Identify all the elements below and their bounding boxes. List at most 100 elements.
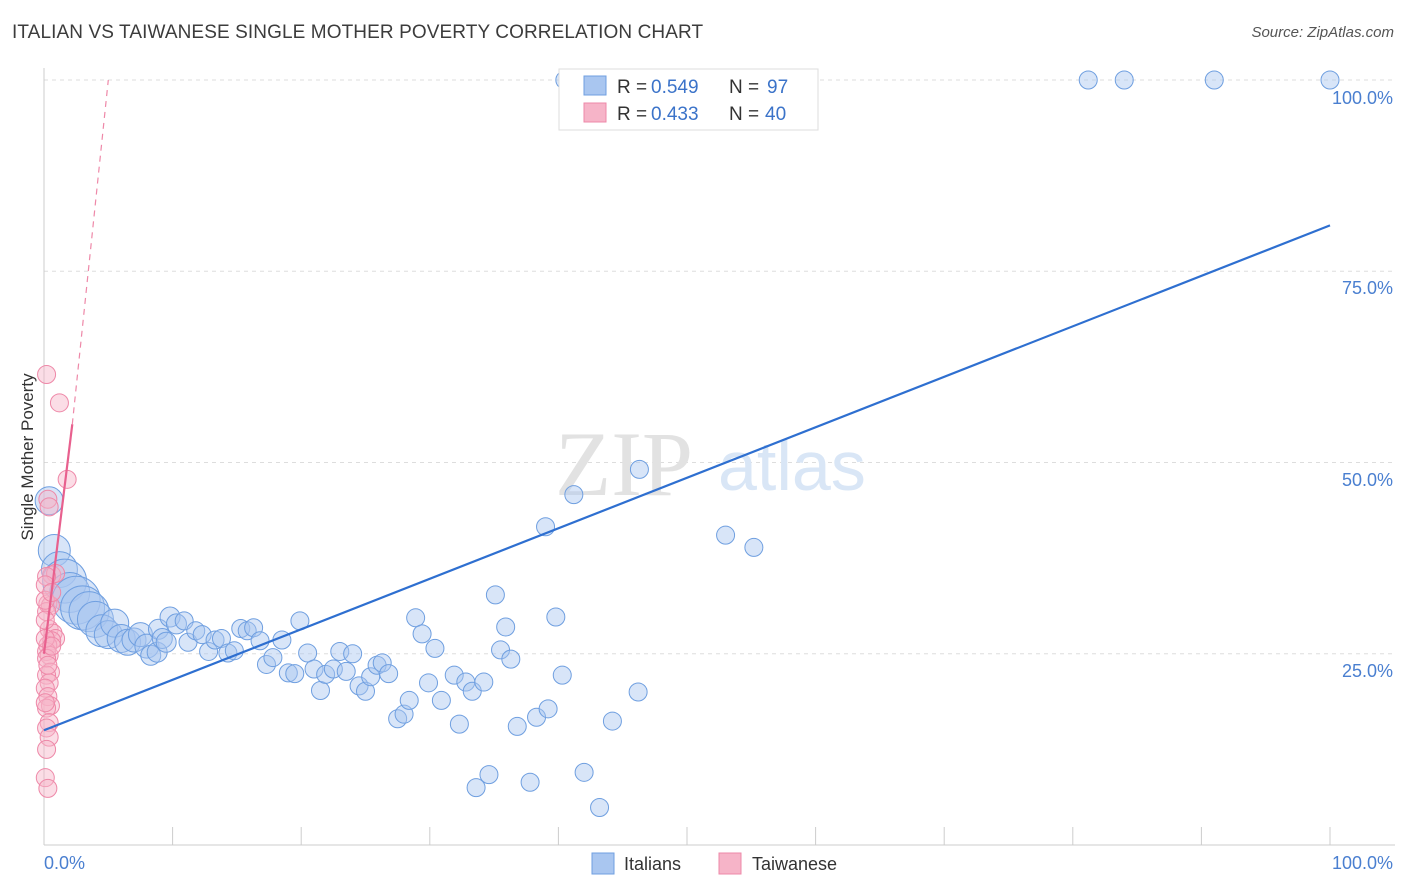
watermark-zip: ZIP [555, 413, 693, 515]
italians-point [298, 643, 318, 663]
italians-point [1078, 70, 1098, 90]
y-tick-label: 75.0% [1342, 278, 1393, 298]
taiwanese-point [38, 489, 58, 509]
italians-point [419, 673, 439, 693]
chart-title: ITALIAN VS TAIWANESE SINGLE MOTHER POVER… [12, 22, 704, 43]
bottom-legend-label-italians: Italians [624, 854, 681, 874]
legend-swatch-italians [583, 75, 607, 96]
italians-point [343, 644, 363, 664]
italians-point [507, 716, 527, 736]
italians-point [479, 765, 499, 785]
legend-r-value: 0.433 [651, 104, 699, 125]
italians-point [1204, 70, 1224, 90]
bottom-legend-swatch-taiwanese [718, 852, 742, 875]
italians-point [1320, 70, 1340, 90]
italians-point [224, 641, 244, 661]
italians-point [151, 627, 173, 649]
italians-point [444, 665, 464, 685]
italians-point [205, 630, 225, 650]
italians-point [51, 575, 101, 625]
legend-r-value: 0.549 [651, 77, 699, 98]
x-ticks [172, 827, 1331, 845]
italians-point [304, 659, 324, 679]
italians-point [496, 617, 516, 637]
italians-point [60, 585, 106, 631]
italians-point [462, 681, 482, 701]
italians-point [140, 644, 162, 666]
italians-point [564, 485, 584, 505]
italians-point [310, 680, 330, 700]
taiwanese-trend-line [42, 424, 74, 654]
italians-point [349, 676, 369, 696]
italians-point [127, 622, 153, 648]
taiwanese-point [35, 610, 55, 630]
italians-point [628, 682, 648, 702]
italians-point [412, 624, 432, 644]
italians-point [263, 648, 283, 668]
italians-point [552, 665, 572, 685]
italians-point [602, 711, 622, 731]
italians-point [520, 772, 540, 792]
taiwanese-point [49, 393, 69, 413]
legend-n-value: 40 [765, 104, 786, 125]
italians-point [716, 525, 736, 545]
italians-point [192, 625, 212, 645]
taiwanese-point [37, 365, 57, 385]
x-tick-label-min: 0.0% [44, 853, 85, 873]
y-axis-label: Single Mother Poverty [18, 373, 37, 541]
source-label: Source: ZipAtlas.com [1251, 24, 1394, 41]
italians-point [372, 653, 392, 673]
taiwanese-point [38, 655, 58, 675]
italians-point [336, 661, 356, 681]
italians-point [466, 778, 486, 798]
italians-point [501, 649, 521, 669]
legend-n-value: 97 [767, 77, 788, 98]
taiwanese-point [35, 575, 55, 595]
taiwanese-point [37, 739, 57, 759]
legend-swatch-taiwanese [583, 102, 607, 123]
taiwanese-point [37, 718, 57, 738]
italians-point [629, 459, 649, 479]
italians-point [361, 667, 381, 687]
italians-point [106, 623, 136, 653]
legend-n-label: N = [729, 104, 759, 125]
trend-lines [42, 79, 1331, 732]
italians-point [379, 664, 399, 684]
italians-point [1114, 70, 1134, 90]
italians-point [546, 607, 566, 627]
italians-point [399, 690, 419, 710]
italians-point [278, 663, 298, 683]
gridlines [44, 79, 1395, 655]
taiwanese-point [35, 693, 55, 713]
y-tick-labels: 25.0% 50.0% 75.0% 100.0% [1332, 88, 1393, 681]
italians-point [485, 585, 505, 605]
italians-point [574, 762, 594, 782]
y-tick-label: 100.0% [1332, 88, 1393, 108]
bottom-legend-label-taiwanese: Taiwanese [752, 854, 837, 874]
italians-point [211, 628, 231, 648]
bottom-legend-swatch-italians [591, 852, 615, 875]
taiwanese-point [39, 497, 59, 517]
legend-r-label: R = [617, 77, 647, 98]
italians-point [406, 608, 426, 628]
italians-point [449, 714, 469, 734]
bottom-legend: Italians Taiwanese [591, 852, 837, 875]
y-tick-label: 50.0% [1342, 470, 1393, 490]
italians-point [425, 638, 445, 658]
legend-n-label: N = [729, 77, 759, 98]
y-tick-label: 25.0% [1342, 661, 1393, 681]
italians-point [744, 537, 764, 557]
watermark-atlas: atlas [718, 427, 866, 505]
italians-point [590, 798, 610, 818]
series-italians [34, 70, 1340, 818]
italians-point [474, 672, 494, 692]
taiwanese-point [42, 636, 62, 656]
stats-legend: R = 0.549 N = 97 R = 0.433 N = 40 [558, 68, 819, 131]
x-tick-label-max: 100.0% [1332, 853, 1393, 873]
italians-point [538, 699, 558, 719]
italians-point [155, 631, 177, 653]
taiwanese-point [38, 778, 58, 798]
italians-point [356, 681, 375, 701]
italians-point [165, 613, 187, 635]
